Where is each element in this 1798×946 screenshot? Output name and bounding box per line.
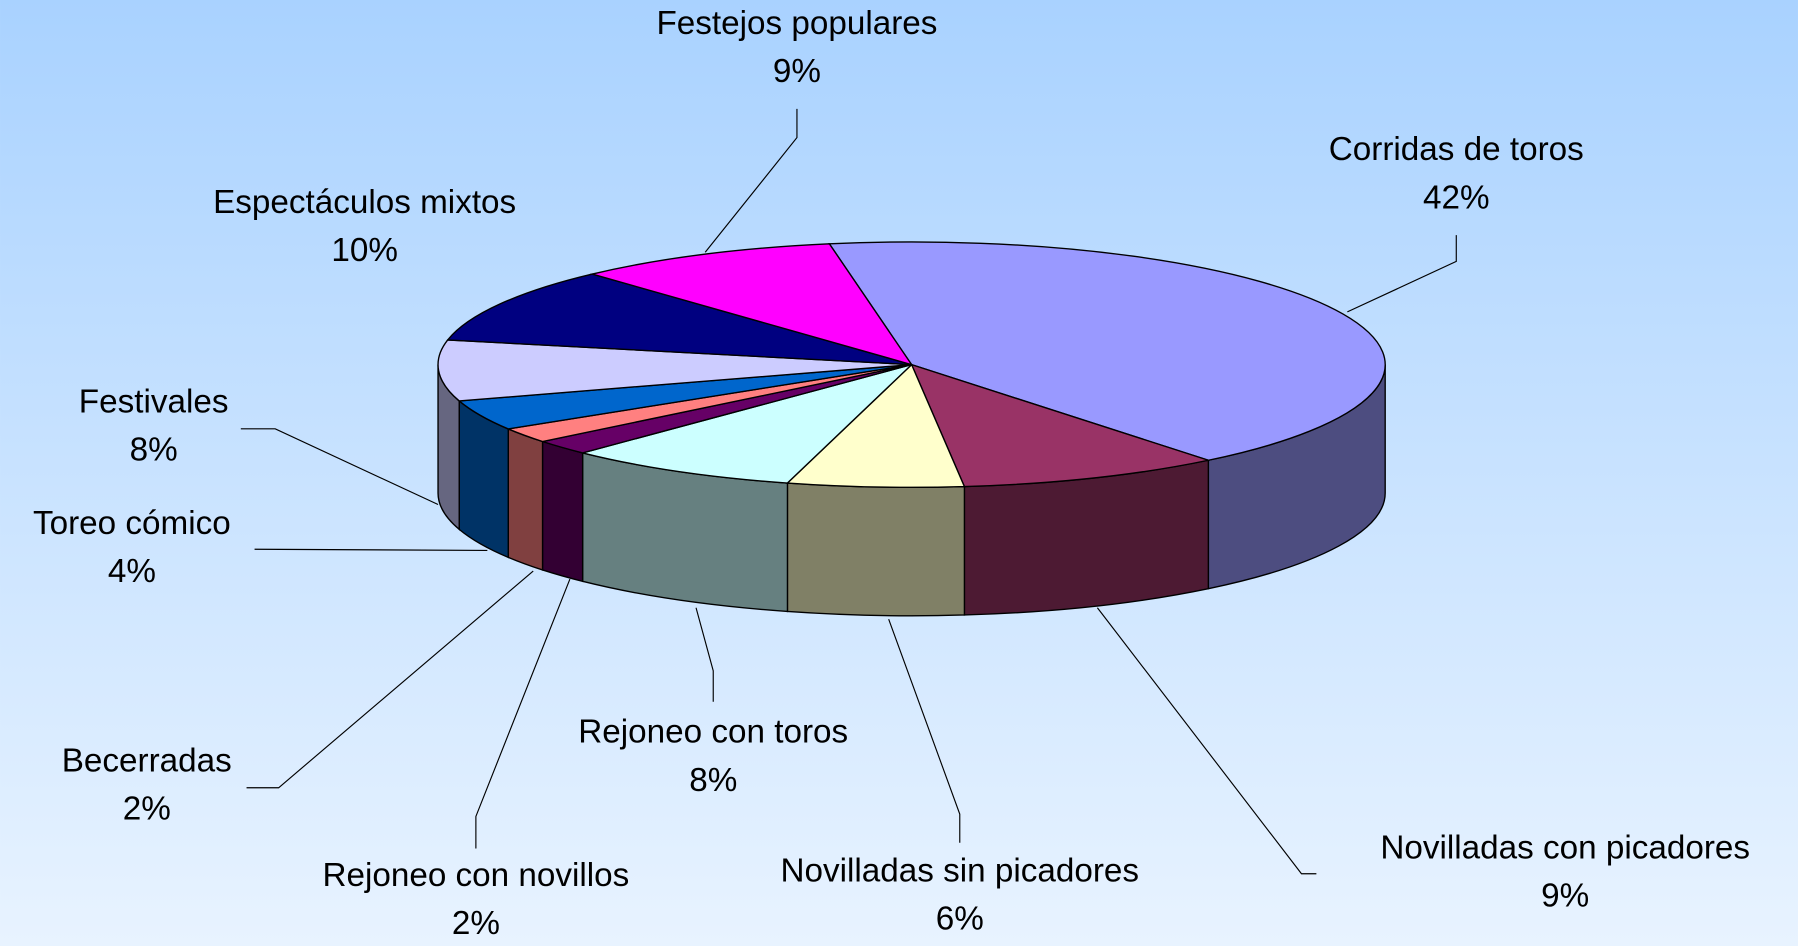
labels: Corridas de toros 42% Novilladas con picad… [33,5,1750,942]
value-label: 8% [130,432,178,469]
value-label: 2% [123,790,171,827]
slice-side [507,427,544,571]
slice [589,243,914,366]
leader-line [254,548,488,551]
leader-line [704,108,798,253]
value-label: 42% [1423,179,1490,216]
pie-tops [437,241,1386,489]
slice-label: Novilladas sin picadores [780,852,1139,889]
slice-label: Rejoneo con novillos [322,857,629,894]
slice [446,273,912,366]
slice-label: Rejoneo con toros [578,714,848,751]
value-label: 4% [108,553,156,590]
slice [785,363,966,489]
leader-line [475,578,571,849]
value-label: 8% [689,762,737,799]
slice-label: Becerradas [62,742,232,779]
leader-line [695,607,714,702]
leader-line [246,570,534,789]
leader-line [240,428,439,506]
value-label: 10% [331,232,398,269]
value-label: 6% [936,901,984,938]
slice-label: Corridas de toros [1329,131,1584,168]
slice-label: Novilladas con picadores [1380,829,1750,866]
leader-line [888,619,961,843]
leader-line [1096,607,1317,875]
slice-side [541,440,584,583]
slice-label: Festivales [79,383,229,420]
slice [910,363,1212,488]
slice-side [786,482,966,617]
value-label: 9% [773,53,821,90]
value-label: 2% [452,905,500,942]
slice [437,339,912,402]
slice [579,363,913,484]
slice-label: Toreo cómico [33,505,231,542]
value-label: 9% [1541,878,1589,915]
slice-label: Espectáculos mixtos [213,184,516,221]
slice-label: Festejos populares [656,5,937,42]
slice [828,241,1386,461]
leader-line [1347,235,1457,313]
